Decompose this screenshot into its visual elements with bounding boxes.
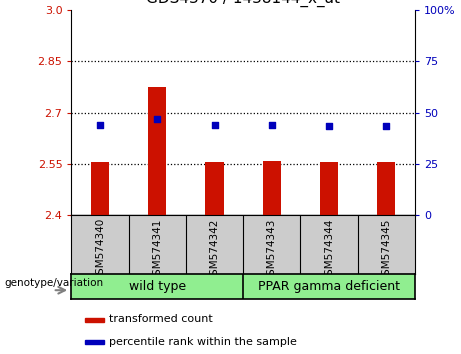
Text: GSM574342: GSM574342	[210, 218, 219, 281]
Text: genotype/variation: genotype/variation	[5, 278, 104, 288]
Bar	[148, 87, 166, 215]
Text: PPAR gamma deficient: PPAR gamma deficient	[258, 280, 400, 293]
Point	[325, 124, 333, 129]
Point	[211, 122, 218, 128]
Text: GSM574341: GSM574341	[152, 218, 162, 281]
Text: percentile rank within the sample: percentile rank within the sample	[109, 337, 297, 347]
Text: wild type: wild type	[129, 280, 186, 293]
Point	[383, 124, 390, 129]
Text: GSM574344: GSM574344	[324, 218, 334, 281]
Title: GDS4370 / 1438144_x_at: GDS4370 / 1438144_x_at	[146, 0, 340, 7]
Bar	[85, 318, 104, 321]
Bar	[206, 162, 224, 215]
Bar	[85, 341, 104, 344]
Bar	[377, 162, 396, 215]
Text: GSM574340: GSM574340	[95, 218, 105, 281]
Text: GSM574345: GSM574345	[381, 218, 391, 281]
Bar	[320, 162, 338, 215]
Text: transformed count: transformed count	[109, 314, 213, 325]
Bar	[263, 161, 281, 215]
Point	[96, 122, 104, 128]
Text: GSM574343: GSM574343	[267, 218, 277, 281]
Bar	[91, 162, 109, 215]
Point	[154, 116, 161, 122]
Point	[268, 122, 276, 128]
